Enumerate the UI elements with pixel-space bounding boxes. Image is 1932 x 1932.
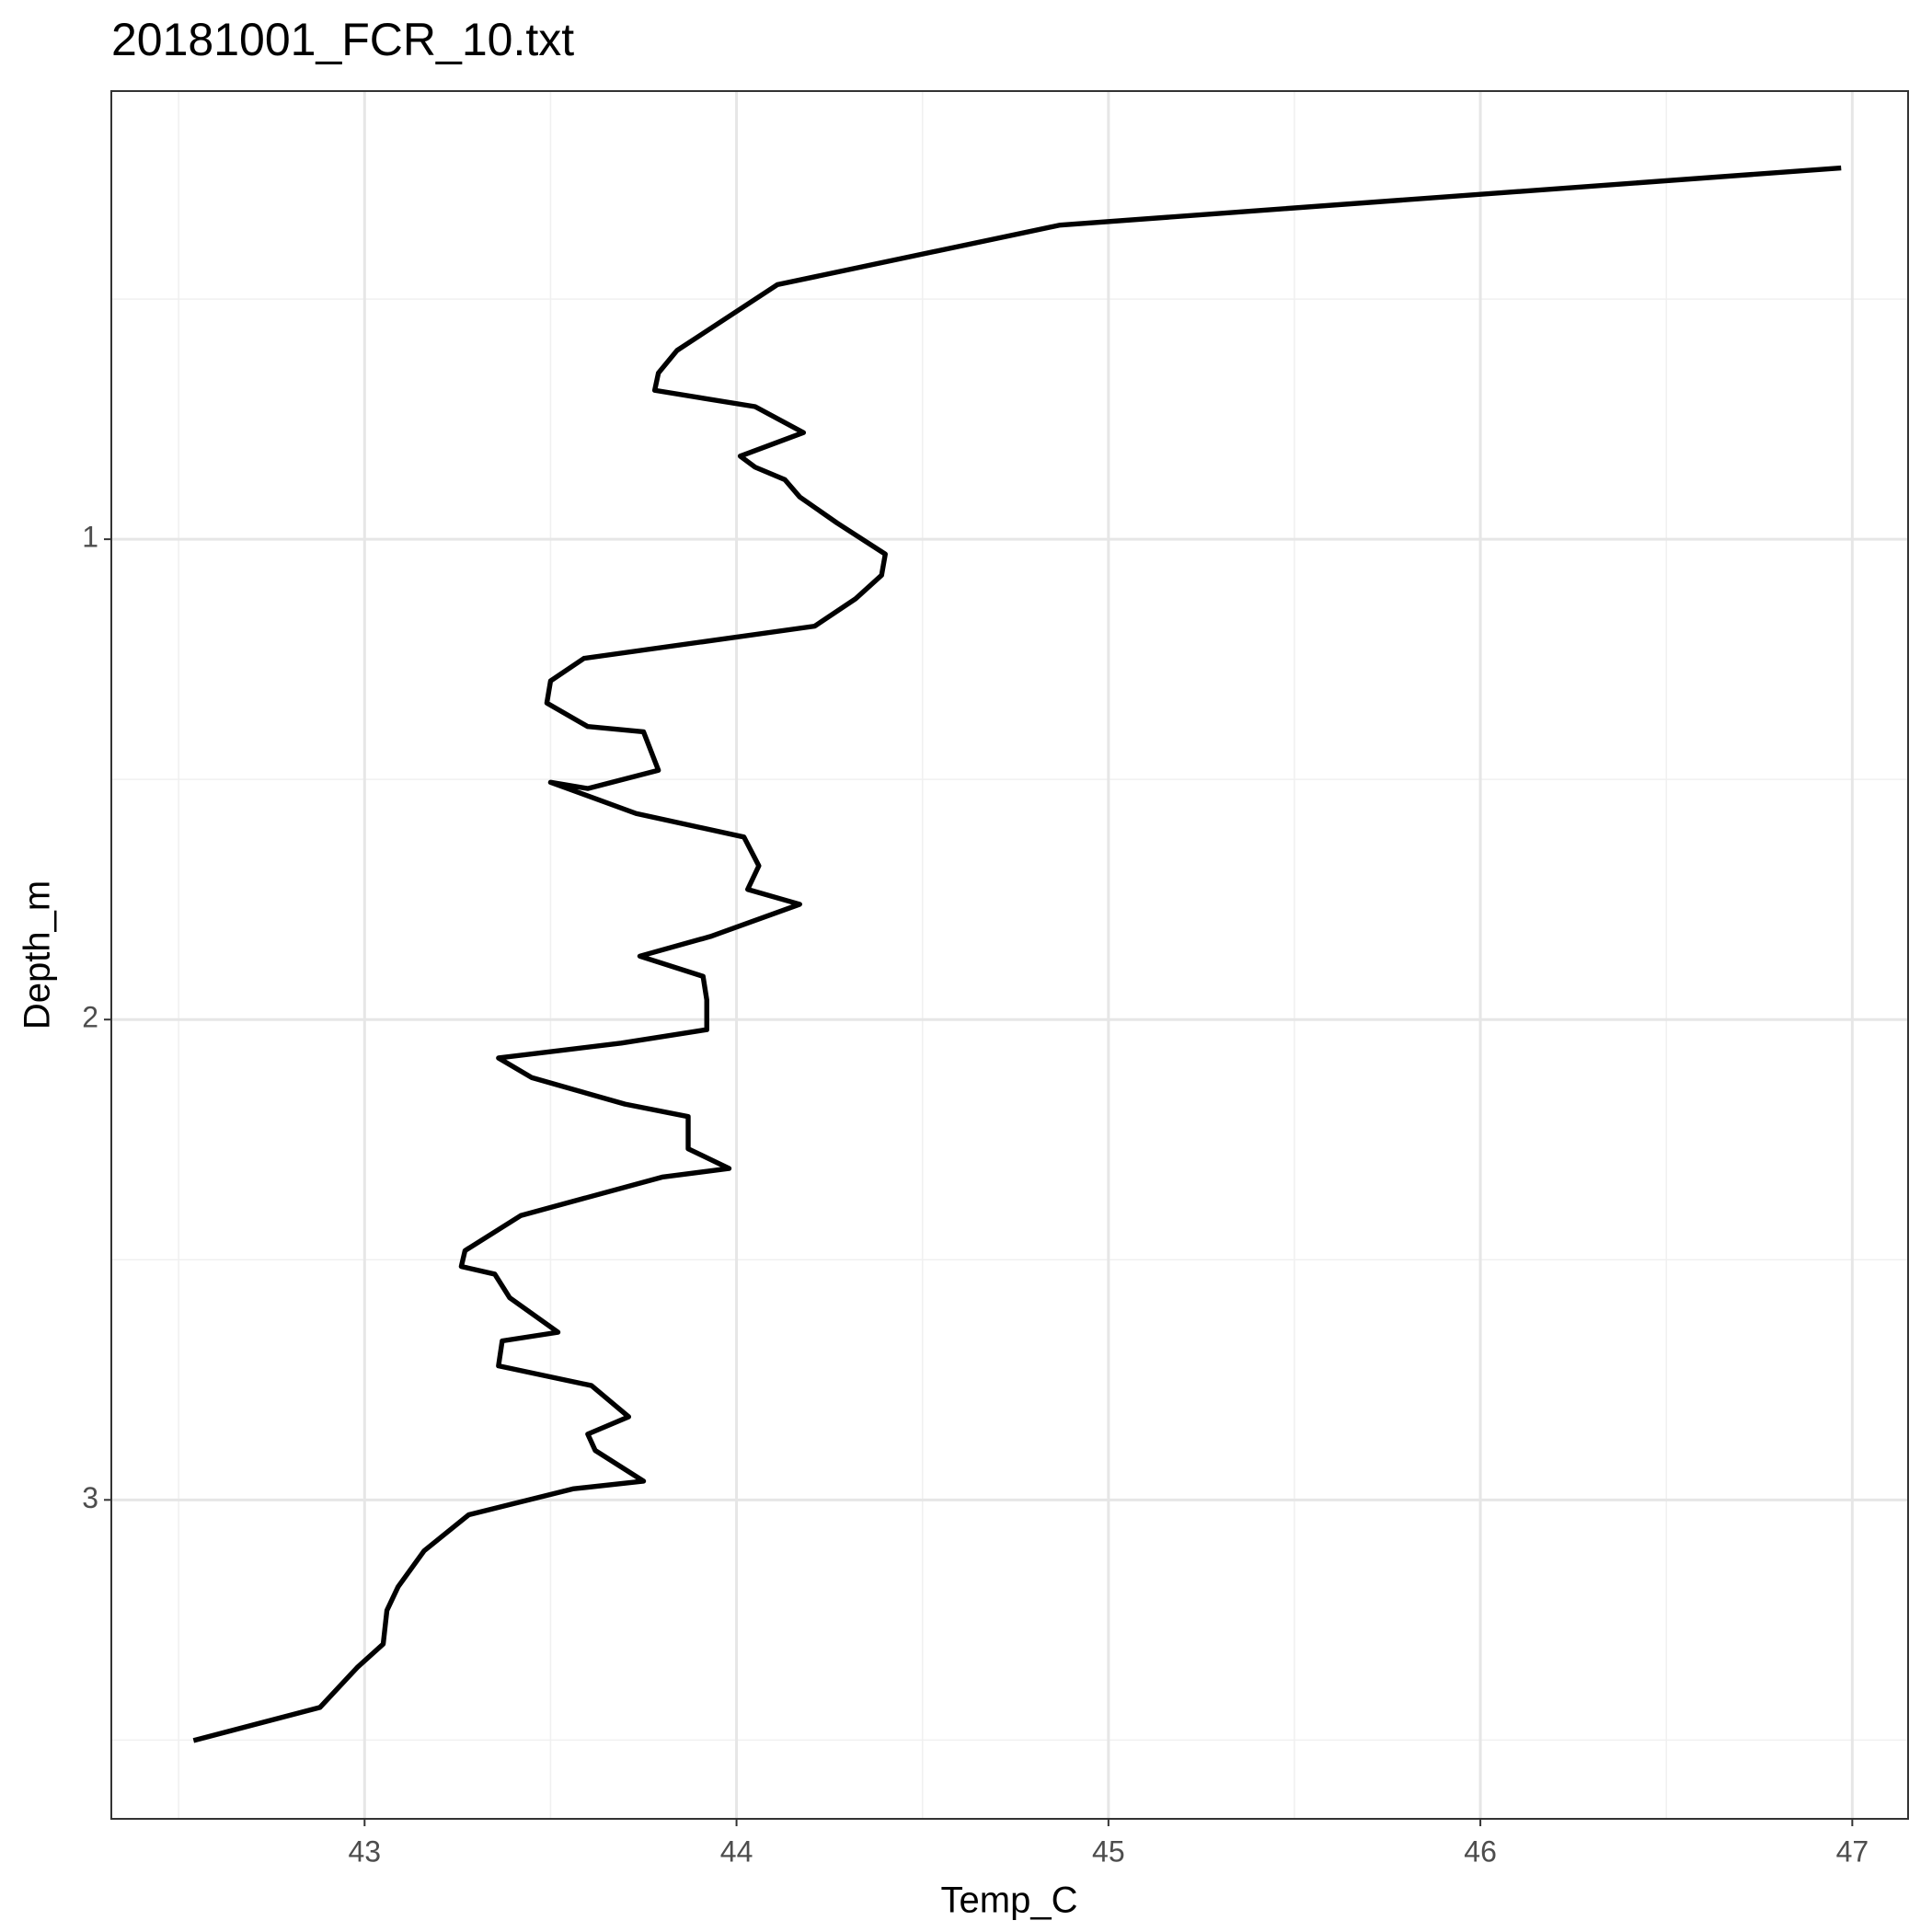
y-axis-title: Depth_m bbox=[17, 880, 58, 1029]
data-line bbox=[192, 165, 1842, 1743]
chart-title: 20181001_FCR_10.txt bbox=[111, 14, 574, 65]
panel-border bbox=[110, 90, 1909, 1820]
x-tick-label: 44 bbox=[720, 1834, 753, 1868]
y-tick-label: 1 bbox=[82, 521, 98, 554]
x-tick-label: 45 bbox=[1092, 1834, 1125, 1868]
x-axis-title: Temp_C bbox=[941, 1880, 1078, 1921]
x-tick-label: 46 bbox=[1464, 1834, 1497, 1868]
y-tick-label: 2 bbox=[82, 1001, 98, 1034]
y-tick-label: 3 bbox=[82, 1481, 98, 1514]
x-tick-label: 47 bbox=[1836, 1834, 1869, 1868]
x-tick-label: 43 bbox=[349, 1834, 382, 1868]
